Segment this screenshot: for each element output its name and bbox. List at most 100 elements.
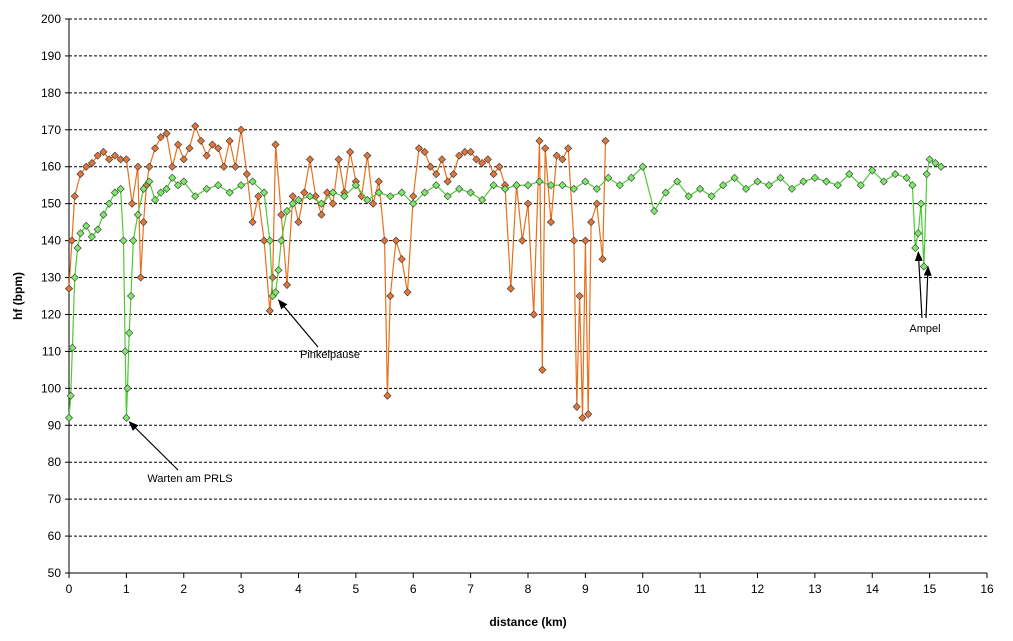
data-point — [764, 181, 773, 190]
data-point — [237, 125, 246, 134]
data-point — [93, 151, 102, 160]
data-point — [136, 273, 145, 282]
data-point — [392, 236, 401, 245]
data-point — [581, 236, 590, 245]
data-point — [265, 306, 274, 315]
data-point — [437, 155, 446, 164]
data-point — [397, 188, 406, 197]
data-point — [66, 391, 75, 400]
data-point — [523, 181, 533, 190]
data-point — [283, 280, 292, 289]
data-point — [891, 170, 900, 179]
data-point — [753, 177, 762, 186]
data-point — [581, 177, 590, 186]
x-tick-label: 3 — [238, 582, 245, 596]
data-point — [76, 229, 85, 238]
data-point — [730, 173, 739, 182]
y-axis-title: hf (bpm) — [11, 272, 25, 320]
data-point — [916, 199, 926, 208]
data-point — [123, 384, 132, 393]
data-point — [420, 188, 429, 197]
data-point — [214, 181, 223, 190]
data-point — [403, 288, 412, 297]
data-point — [518, 236, 527, 245]
data-point — [601, 136, 610, 145]
data-point — [432, 170, 441, 179]
data-point — [604, 173, 613, 182]
data-point — [288, 199, 297, 208]
data-point — [512, 181, 521, 190]
data-point — [145, 177, 154, 186]
x-tick-label: 15 — [923, 582, 937, 596]
y-tick-label: 160 — [41, 160, 61, 174]
data-point — [82, 162, 91, 171]
data-point — [397, 255, 406, 264]
data-point — [742, 184, 751, 193]
data-point — [73, 243, 82, 253]
data-point — [455, 184, 464, 193]
data-point — [374, 177, 383, 186]
data-point — [386, 291, 395, 301]
x-tick-label: 7 — [467, 582, 474, 596]
data-point — [191, 192, 200, 201]
data-point — [271, 288, 280, 297]
data-point — [87, 232, 96, 241]
data-point — [105, 155, 114, 164]
y-tick-label: 130 — [41, 271, 61, 285]
x-tick-label: 11 — [694, 582, 707, 596]
x-tick-label: 12 — [751, 582, 765, 596]
data-point — [584, 410, 593, 419]
data-point — [128, 199, 137, 208]
data-point — [432, 181, 441, 190]
series-markers-orange — [64, 122, 610, 422]
data-point — [351, 181, 360, 190]
data-point — [810, 173, 819, 182]
data-point — [133, 210, 142, 219]
data-point — [70, 192, 79, 201]
data-point — [317, 199, 326, 208]
data-point — [125, 328, 134, 337]
data-point — [879, 177, 888, 186]
data-point — [225, 188, 234, 197]
series-layer — [64, 122, 946, 422]
data-point — [908, 181, 917, 190]
data-point — [707, 192, 716, 201]
data-point — [386, 192, 395, 201]
data-point — [122, 413, 131, 422]
data-point — [501, 184, 510, 193]
data-point — [374, 188, 383, 197]
data-point — [911, 243, 920, 253]
data-point — [937, 162, 946, 171]
data-point — [922, 170, 931, 179]
data-point — [119, 236, 128, 245]
data-point — [300, 188, 309, 197]
annotation-label: Ampel — [909, 323, 940, 335]
data-point — [650, 207, 659, 216]
data-point — [546, 218, 555, 227]
data-point — [305, 192, 314, 201]
data-point — [67, 236, 76, 245]
data-point — [552, 151, 561, 160]
data-point — [472, 155, 481, 164]
grid-layer — [69, 18, 987, 537]
data-point — [535, 177, 544, 186]
data-point — [380, 236, 389, 245]
data-point — [129, 236, 138, 245]
data-point — [323, 188, 332, 197]
data-point — [363, 195, 372, 204]
data-point — [68, 343, 77, 352]
data-point — [105, 199, 114, 208]
data-point — [274, 266, 283, 275]
data-point — [495, 162, 504, 171]
data-point — [139, 218, 148, 227]
annotation-label: Warten am PRLS — [147, 473, 232, 485]
data-point — [196, 136, 205, 145]
series-line-orange — [68, 124, 607, 418]
data-point — [191, 122, 200, 131]
y-tick-label: 70 — [48, 492, 62, 506]
data-point — [260, 236, 269, 245]
data-point — [126, 291, 135, 301]
data-point — [64, 413, 74, 422]
data-point — [82, 221, 91, 230]
